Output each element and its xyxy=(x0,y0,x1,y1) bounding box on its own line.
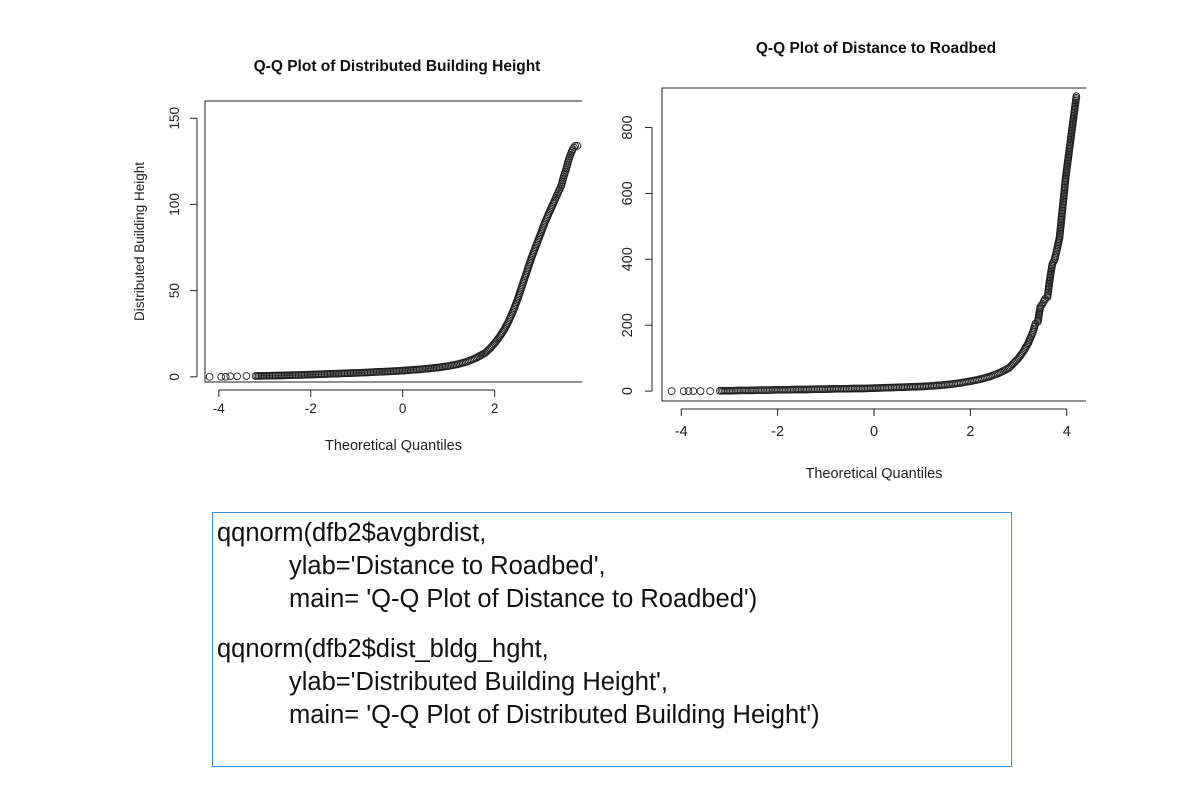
x-tick-label: 2 xyxy=(491,401,499,416)
qq-plot-building-height: Q-Q Plot of Distributed Building Height -… xyxy=(120,40,585,470)
code-line: qqnorm(dfb2$dist_bldg_hght, xyxy=(217,635,549,663)
data-point xyxy=(689,387,698,395)
data-point xyxy=(314,370,323,379)
data-point xyxy=(397,366,406,375)
data-point xyxy=(492,336,501,345)
code-line: ylab='Distance to Roadbed', xyxy=(289,552,606,580)
x-tick-label: -2 xyxy=(771,424,784,440)
x-tick-label: 2 xyxy=(966,424,974,440)
data-point xyxy=(556,183,565,192)
data-point xyxy=(482,347,491,356)
data-point xyxy=(296,371,304,379)
data-point xyxy=(415,365,424,374)
data-point xyxy=(1017,350,1026,359)
y-tick-label: 150 xyxy=(167,107,182,130)
data-point xyxy=(323,370,332,378)
data-point xyxy=(1039,298,1048,307)
data-point xyxy=(706,387,715,395)
data-point xyxy=(388,367,396,376)
data-point xyxy=(570,143,578,152)
data-point xyxy=(1006,362,1014,371)
data-point xyxy=(217,372,225,381)
data-point xyxy=(684,387,693,395)
data-point xyxy=(561,167,570,176)
data-point xyxy=(342,369,350,378)
qq-plot-distance-roadbed-svg: Q-Q Plot of Distance to Roadbed -4 -2 0 2 4 0 2… xyxy=(620,40,1086,482)
data-point xyxy=(277,371,286,380)
y-axis-title: Distributed Building Height xyxy=(132,162,147,321)
x-tick-label: -4 xyxy=(675,424,688,440)
y-tick-label: 400 xyxy=(620,247,636,271)
data-point xyxy=(679,387,688,395)
data-point xyxy=(286,371,295,380)
data-point xyxy=(443,362,451,371)
data-point xyxy=(424,364,433,373)
qq-plot-building-height-svg: Q-Q Plot of Distributed Building Height -… xyxy=(132,58,582,454)
data-point xyxy=(351,369,360,377)
chart-title: Q-Q Plot of Distributed Building Height xyxy=(254,58,541,75)
chart-title: Q-Q Plot of Distance to Roadbed xyxy=(756,40,996,57)
data-point xyxy=(498,329,506,337)
data-point xyxy=(1016,351,1025,360)
y-tick-label: 50 xyxy=(167,283,182,298)
y-tick-label: 200 xyxy=(620,313,636,337)
data-point xyxy=(226,372,235,381)
plot-frame xyxy=(204,100,582,383)
data-point xyxy=(332,369,341,378)
data-point xyxy=(1011,358,1019,366)
data-point xyxy=(1055,235,1064,244)
data-point xyxy=(1015,353,1024,361)
data-point xyxy=(369,368,378,376)
data-point xyxy=(205,372,214,381)
x-tick-label: 4 xyxy=(1063,424,1071,440)
code-line: qqnorm(dfb2$avgbrdist, xyxy=(217,519,487,547)
data-point xyxy=(434,363,442,372)
data-point xyxy=(221,372,230,381)
data-point xyxy=(1061,174,1070,183)
data-point xyxy=(552,193,560,202)
data-point xyxy=(1045,276,1054,285)
qq-plot-distance-roadbed: Q-Q Plot of Distance to Roadbed -4 -2 0 2 4 0 2… xyxy=(608,25,1088,495)
data-point xyxy=(305,370,314,379)
code-blank-line xyxy=(217,616,1011,633)
x-axis-title: Theoretical Quantiles xyxy=(805,466,942,482)
x-tick-label: -4 xyxy=(213,401,225,416)
data-point xyxy=(566,152,574,161)
data-point xyxy=(494,334,503,343)
data-point xyxy=(696,387,705,395)
code-line: ylab='Distributed Building Height', xyxy=(289,668,668,696)
y-tick-label: 800 xyxy=(620,115,636,139)
plot-frame xyxy=(661,87,1086,402)
data-point xyxy=(1048,261,1056,270)
data-point xyxy=(1072,93,1081,102)
r-code-box: qqnorm(dfb2$avgbrdist, ylab='Distance to… xyxy=(212,512,1012,767)
y-tick-label: 0 xyxy=(167,373,182,381)
x-tick-label: 0 xyxy=(870,424,878,440)
code-line: main= 'Q-Q Plot of Distance to Roadbed') xyxy=(289,585,758,613)
y-tick-label: 600 xyxy=(620,181,636,205)
code-line: main= 'Q-Q Plot of Distributed Building … xyxy=(289,701,820,729)
data-point xyxy=(563,159,572,167)
data-point xyxy=(1002,365,1011,374)
data-point xyxy=(378,367,387,376)
y-tick-label: 100 xyxy=(167,193,182,216)
data-point xyxy=(559,174,568,183)
data-point xyxy=(360,368,369,377)
data-point xyxy=(667,387,676,395)
data-point xyxy=(478,350,487,359)
x-tick-label: 0 xyxy=(399,401,407,416)
x-axis-title: Theoretical Quantiles xyxy=(325,438,462,454)
x-tick-label: -2 xyxy=(305,401,317,416)
data-point xyxy=(268,371,277,380)
data-point xyxy=(406,366,415,374)
data-point xyxy=(259,371,268,380)
data-point xyxy=(554,188,563,197)
y-tick-label: 0 xyxy=(620,387,636,395)
data-point xyxy=(242,372,251,380)
data-point xyxy=(487,343,496,351)
data-point xyxy=(233,372,242,381)
